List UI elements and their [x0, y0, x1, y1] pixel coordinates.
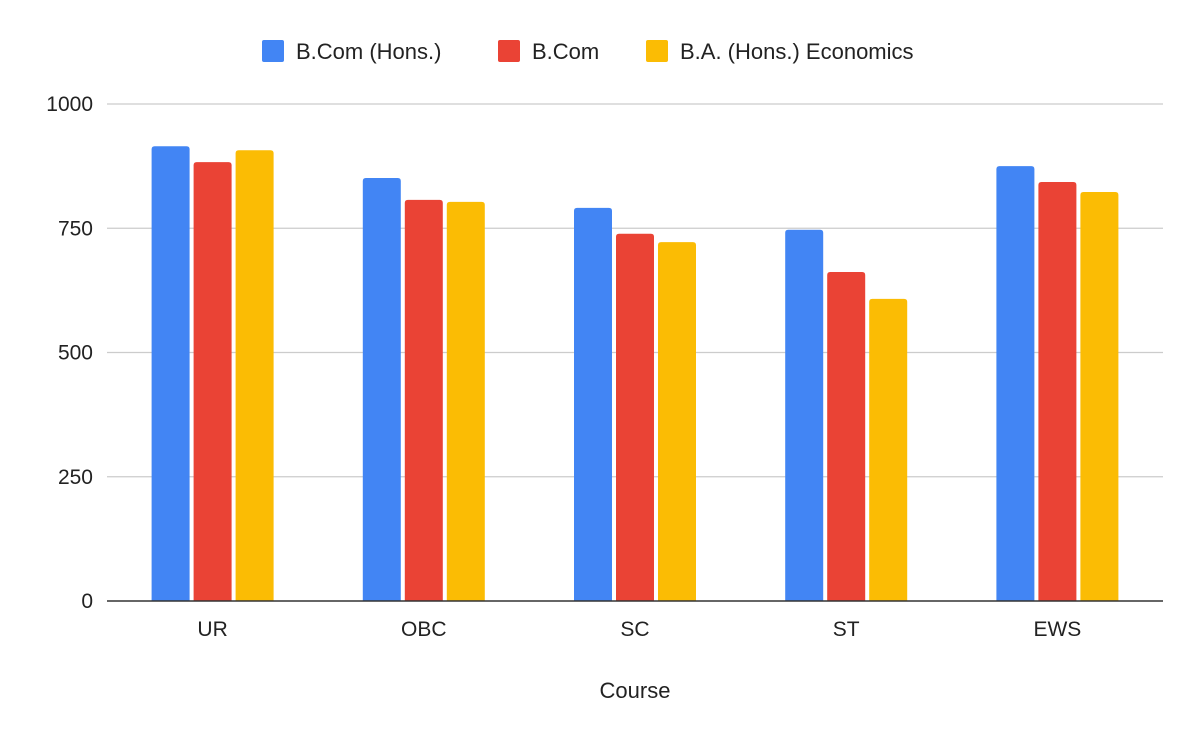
- bar-ur-series-2: [235, 150, 274, 601]
- y-tick-label: 250: [58, 466, 93, 489]
- x-tick-label: OBC: [401, 618, 447, 641]
- bar-st-series-2: [869, 298, 908, 601]
- y-tick-label: 500: [58, 342, 93, 365]
- chart-legend: B.Com (Hons.) B.Com B.A. (Hons.) Economi…: [262, 39, 914, 64]
- bar-ur-series-1: [193, 162, 232, 602]
- legend-swatch-ba-hons-economics: [646, 40, 668, 62]
- legend-label-bcom-hons: B.Com (Hons.): [296, 39, 441, 64]
- x-tick-label: SC: [620, 618, 649, 641]
- bar-ur-series-0: [151, 146, 190, 601]
- x-tick-label: EWS: [1033, 618, 1081, 641]
- bar-sc-series-2: [658, 242, 696, 601]
- y-tick-label: 750: [58, 217, 93, 240]
- bar-ews-series-0: [996, 166, 1035, 601]
- y-axis-tick-labels: 0 250 500 750 1000: [46, 93, 93, 613]
- bar-obc-series-2: [446, 201, 485, 601]
- bar-obc-series-1: [404, 199, 443, 601]
- x-tick-label: ST: [833, 618, 860, 641]
- bar-st-series-0: [785, 229, 824, 601]
- legend-label-bcom: B.Com: [532, 39, 599, 64]
- bar-series: [151, 146, 1119, 602]
- y-tick-label: 0: [81, 590, 93, 613]
- x-axis-tick-labels: UR OBC SC ST EWS: [197, 618, 1081, 641]
- legend-swatch-bcom-hons: [262, 40, 284, 62]
- x-axis-title: Course: [600, 678, 671, 703]
- x-tick-label: UR: [197, 618, 227, 641]
- bar-obc-series-0: [362, 178, 401, 602]
- legend-label-ba-hons-economics: B.A. (Hons.) Economics: [680, 39, 914, 64]
- bar-st-series-1: [827, 271, 866, 601]
- bar-sc-series-0: [574, 207, 612, 602]
- y-tick-label: 1000: [46, 93, 93, 116]
- bar-ews-series-2: [1080, 191, 1119, 601]
- bar-ews-series-1: [1038, 182, 1077, 602]
- bar-sc-series-1: [616, 233, 654, 602]
- legend-swatch-bcom: [498, 40, 520, 62]
